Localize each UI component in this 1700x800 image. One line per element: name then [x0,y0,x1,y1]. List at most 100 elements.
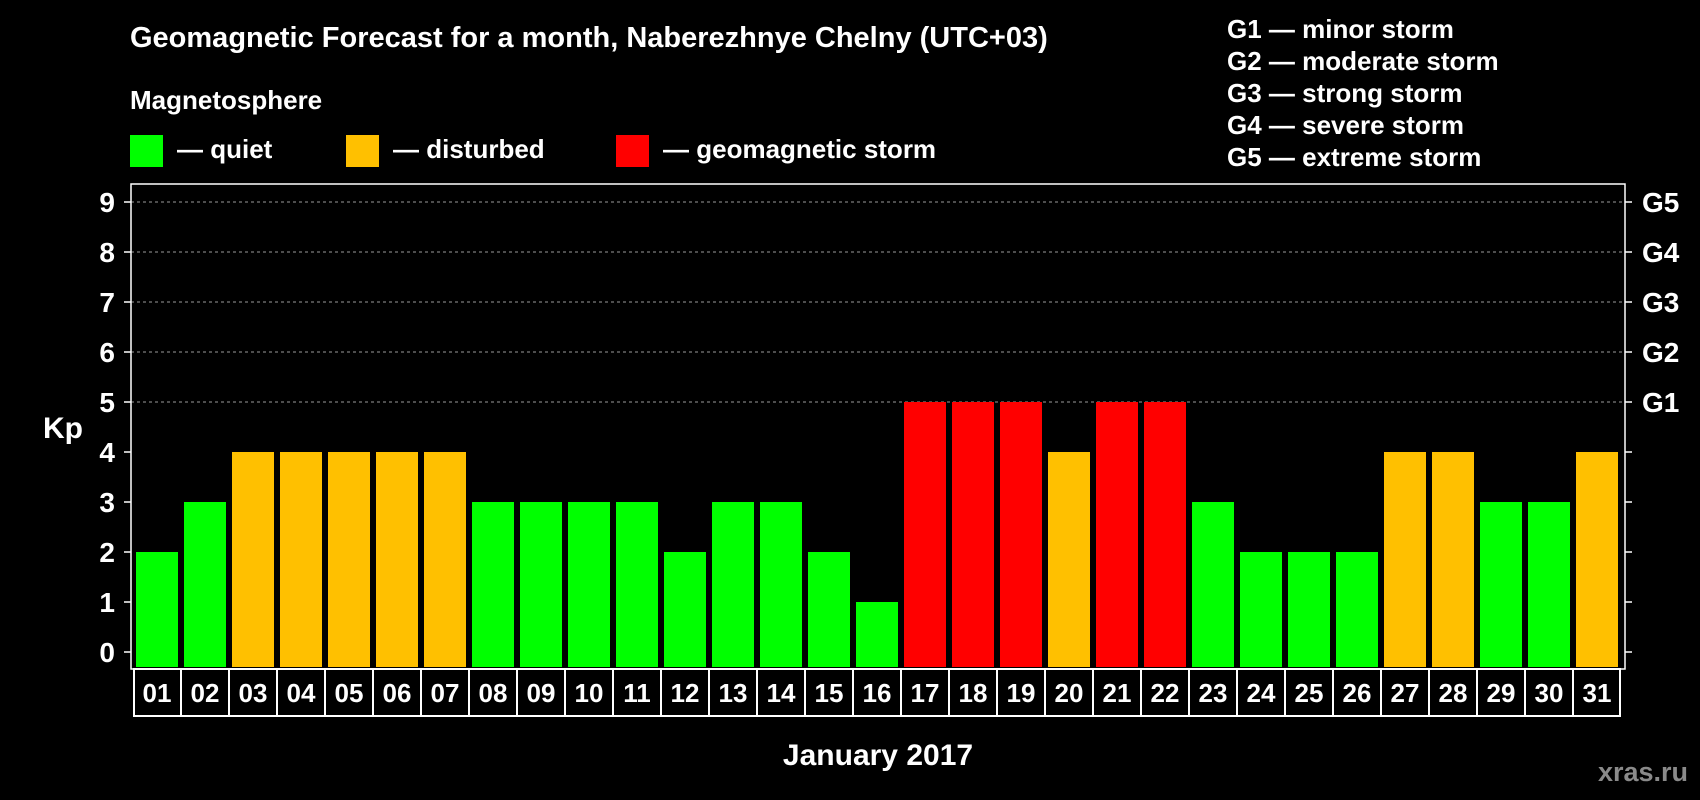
storm-scale-item: G3 — strong storm [1227,78,1462,108]
bar-05 [328,452,370,667]
day-label-17: 17 [911,678,940,708]
day-label-22: 22 [1151,678,1180,708]
day-strip-border [133,668,1621,717]
day-label-06: 06 [383,678,412,708]
chart-title: Geomagnetic Forecast for a month, Nabere… [130,22,1048,54]
day-label-18: 18 [959,678,988,708]
y-tick-label: 8 [99,237,115,268]
day-label-30: 30 [1535,678,1564,708]
legend-swatch-storm [616,135,649,167]
day-label-05: 05 [335,678,364,708]
day-label-12: 12 [671,678,700,708]
y-tick-label: 0 [99,637,115,668]
legend-swatch-quiet [130,135,163,167]
day-label-20: 20 [1055,678,1084,708]
day-label-03: 03 [239,678,268,708]
storm-scale-item: G1 — minor storm [1227,14,1454,44]
y-tick-label: 4 [99,437,115,468]
day-label-07: 07 [431,678,460,708]
day-label-25: 25 [1295,678,1324,708]
day-label-08: 08 [479,678,508,708]
y-tick-label: 9 [99,187,115,218]
right-tick-label: G3 [1642,287,1679,318]
day-label-23: 23 [1199,678,1228,708]
day-label-09: 09 [527,678,556,708]
bar-11 [616,502,658,667]
bar-03 [232,452,274,667]
right-tick-label: G4 [1642,237,1680,268]
bar-28 [1432,452,1474,667]
bar-22 [1144,402,1186,667]
bar-09 [520,502,562,667]
bar-29 [1480,502,1522,667]
y-axis: 0 1 2 3 4 5 6 7 8 9 [99,187,131,668]
watermark: xras.ru [1598,757,1688,787]
y-tick-label: 3 [99,487,115,518]
legend-label-disturbed: — disturbed [393,134,545,164]
y-tick-label: 2 [99,537,115,568]
x-axis: 01 02 03 04 05 06 07 08 09 10 11 12 13 14 15 16 17 18 19 20… [133,668,1621,717]
day-label-16: 16 [863,678,892,708]
legend-swatch-disturbed [346,135,379,167]
day-label-21: 21 [1103,678,1132,708]
right-axis: G1 G2 G3 G4 G5 [1625,187,1680,653]
bar-17 [904,402,946,667]
bar-07 [424,452,466,667]
day-label-31: 31 [1583,678,1612,708]
status-legend: — quiet — disturbed — geomagnetic storm [130,134,936,167]
day-label-02: 02 [191,678,220,708]
legend-label-storm: — geomagnetic storm [663,134,936,164]
storm-scale-item: G4 — severe storm [1227,110,1464,140]
y-axis-label: Kp [43,412,83,445]
bar-24 [1240,552,1282,667]
chart-subtitle: Magnetosphere [130,85,322,115]
storm-scale-item: G2 — moderate storm [1227,46,1499,76]
day-label-04: 04 [287,678,316,708]
bar-06 [376,452,418,667]
day-label-29: 29 [1487,678,1516,708]
bar-10 [568,502,610,667]
bar-23 [1192,502,1234,667]
bar-12 [664,552,706,667]
storm-scale-item: G5 — extreme storm [1227,142,1481,172]
day-label-14: 14 [767,678,796,708]
bar-08 [472,502,514,667]
bar-01 [136,552,178,667]
y-tick-label: 5 [99,387,115,418]
day-label-24: 24 [1247,678,1276,708]
legend-label-quiet: — quiet [177,134,273,164]
bar-30 [1528,502,1570,667]
right-tick-label: G5 [1642,187,1679,218]
grid-lines [131,201,1625,403]
day-label-19: 19 [1007,678,1036,708]
day-label-26: 26 [1343,678,1372,708]
bar-14 [760,502,802,667]
bar-04 [280,452,322,667]
y-tick-label: 1 [99,587,115,618]
bar-31 [1576,452,1618,667]
bar-27 [1384,452,1426,667]
bar-16 [856,602,898,667]
y-tick-label: 6 [99,337,115,368]
bar-15 [808,552,850,667]
x-axis-label: January 2017 [783,739,973,772]
day-label-27: 27 [1391,678,1420,708]
bar-21 [1096,402,1138,667]
y-tick-label: 7 [99,287,115,318]
right-tick-label: G2 [1642,337,1679,368]
bar-25 [1288,552,1330,667]
day-label-13: 13 [719,678,748,708]
day-label-01: 01 [143,678,172,708]
bars [136,402,1618,667]
day-label-28: 28 [1439,678,1468,708]
bar-19 [1000,402,1042,667]
bar-18 [952,402,994,667]
day-label-10: 10 [575,678,604,708]
day-label-11: 11 [623,678,651,708]
bar-20 [1048,452,1090,667]
right-tick-label: G1 [1642,387,1679,418]
bar-26 [1336,552,1378,667]
